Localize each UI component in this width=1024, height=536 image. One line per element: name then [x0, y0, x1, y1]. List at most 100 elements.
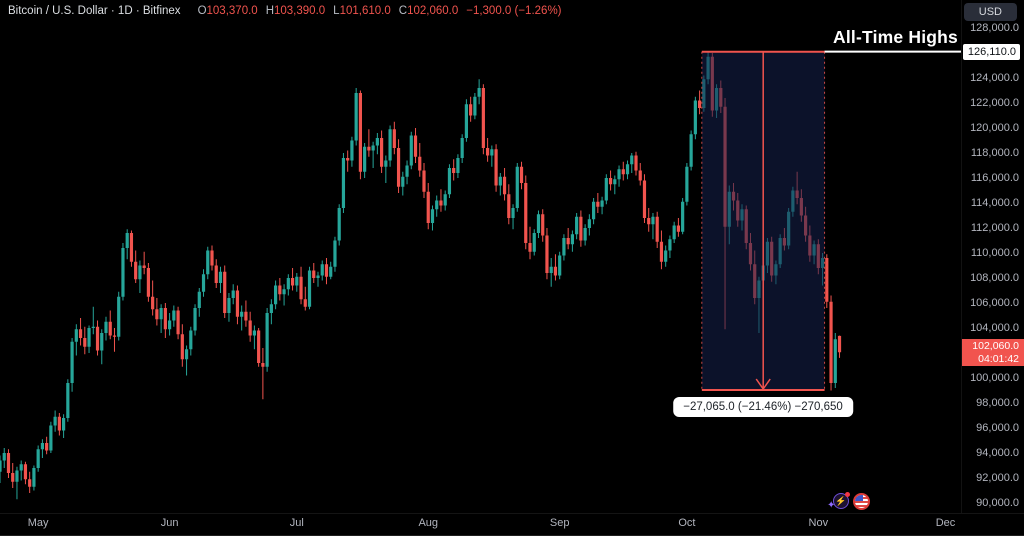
candle-body	[117, 296, 121, 337]
time-axis[interactable]: May Jun Jul Aug Sep Oct Nov Dec	[0, 513, 1024, 536]
candle-body	[286, 278, 290, 290]
candlestick-canvas[interactable]	[0, 0, 1024, 515]
current-price-value: 102,060.0	[972, 340, 1019, 352]
time-axis-tick-sep: Sep	[549, 517, 570, 529]
candle-body	[189, 330, 193, 350]
candle-body	[32, 468, 36, 487]
candle-body	[825, 258, 829, 302]
candle-body	[392, 129, 396, 148]
price-axis-tick: 94,000.0	[976, 447, 1019, 459]
price-axis[interactable]: 126,110.0 102,060.0 04:01:42 128,000.0 12…	[961, 0, 1024, 515]
candle-body	[346, 158, 350, 161]
measure-tool-label[interactable]: −27,065.0 (−21.46%) −270,650	[673, 397, 853, 417]
candle-body	[579, 216, 583, 241]
price-axis-tick: 124,000.0	[970, 72, 1019, 84]
price-axis-tick: 128,000.0	[970, 22, 1019, 34]
candle-body	[231, 290, 235, 298]
candle-body	[223, 271, 227, 313]
candle-body	[515, 166, 519, 208]
candle-body	[681, 201, 685, 232]
candle-body	[549, 266, 553, 273]
sparkle-icon: ✦	[827, 500, 836, 511]
time-axis-tick-nov: Nov	[808, 517, 829, 529]
candle-body	[155, 309, 159, 320]
lightning-event-icon[interactable]: ⚡ ✦	[827, 492, 850, 511]
candle-body	[558, 255, 562, 276]
candle-body	[28, 479, 32, 487]
ohlc-low-value: 101,610.0	[339, 5, 391, 17]
candle-body	[341, 158, 346, 208]
candle-body	[235, 290, 240, 317]
price-axis-tick: 98,000.0	[976, 397, 1019, 409]
candle-body	[439, 200, 443, 206]
candle-body	[833, 339, 837, 383]
candle-body	[642, 180, 647, 218]
candle-body	[265, 313, 269, 367]
candle-body	[358, 93, 362, 172]
candle-body	[23, 464, 28, 480]
candle-body	[0, 460, 2, 472]
candle-body	[634, 155, 638, 171]
candle-body	[295, 276, 299, 286]
candle-body	[375, 138, 379, 146]
measure-arrow	[755, 378, 771, 391]
candle-body	[498, 176, 502, 186]
candle-body	[227, 298, 231, 313]
candle-body	[180, 334, 184, 360]
symbol-legend[interactable]: Bitcoin / U.S. Dollar · 1D · Bitfinex O10…	[8, 5, 562, 17]
candle-body	[210, 250, 214, 266]
candle-body	[837, 335, 842, 353]
candle-body	[570, 234, 574, 245]
candle-body	[456, 158, 460, 173]
candle-body	[151, 296, 155, 310]
candle-body	[95, 326, 100, 351]
ohlc-low-key: L	[333, 5, 340, 17]
candle-body	[290, 278, 295, 286]
candle-body	[269, 304, 273, 313]
candle-body	[443, 194, 447, 206]
candle-body	[566, 238, 570, 245]
candle-body	[333, 240, 337, 267]
price-axis-tick: 118,000.0	[970, 147, 1019, 159]
candle-body	[87, 328, 91, 347]
candle-body	[184, 349, 189, 360]
candle-body	[621, 169, 625, 175]
price-axis-tick: 120,000.0	[970, 122, 1019, 134]
candle-body	[486, 148, 490, 156]
candle-body	[685, 166, 689, 202]
candle-body	[214, 265, 218, 283]
candle-body	[613, 179, 617, 185]
candle-body	[676, 225, 680, 232]
candle-body	[15, 470, 19, 482]
candle-body	[337, 208, 341, 241]
ath-annotation-text[interactable]: All-Time Highs	[833, 27, 958, 47]
candle-body	[248, 320, 252, 336]
price-axis-tick: 90,000.0	[976, 497, 1019, 509]
candle-body	[672, 225, 676, 240]
candle-body	[57, 416, 61, 431]
candle-body	[413, 135, 418, 157]
currency-toggle-button[interactable]: USD	[963, 3, 1017, 21]
candle-body	[664, 250, 668, 262]
candle-body	[452, 168, 456, 173]
candle-body	[638, 170, 642, 181]
candle-body	[134, 261, 138, 280]
candle-body	[608, 178, 613, 185]
candle-body	[541, 214, 545, 236]
candle-body	[693, 100, 697, 135]
candle-body	[299, 276, 303, 300]
candle-body	[625, 164, 630, 175]
candle-body	[66, 383, 70, 418]
symbol-title[interactable]: Bitcoin / U.S. Dollar · 1D · Bitfinex	[8, 5, 181, 17]
candle-body	[604, 178, 608, 201]
candle-body	[83, 338, 87, 347]
current-price-axis-label: 102,060.0 04:01:42	[962, 339, 1024, 366]
candle-body	[464, 104, 468, 138]
candle-body	[146, 268, 150, 297]
us-flag-event-icon[interactable]	[853, 493, 870, 510]
ohlc-high-key: H	[265, 5, 274, 17]
candle-body	[350, 140, 354, 161]
candle-body	[112, 335, 117, 337]
candle-body	[460, 138, 464, 158]
